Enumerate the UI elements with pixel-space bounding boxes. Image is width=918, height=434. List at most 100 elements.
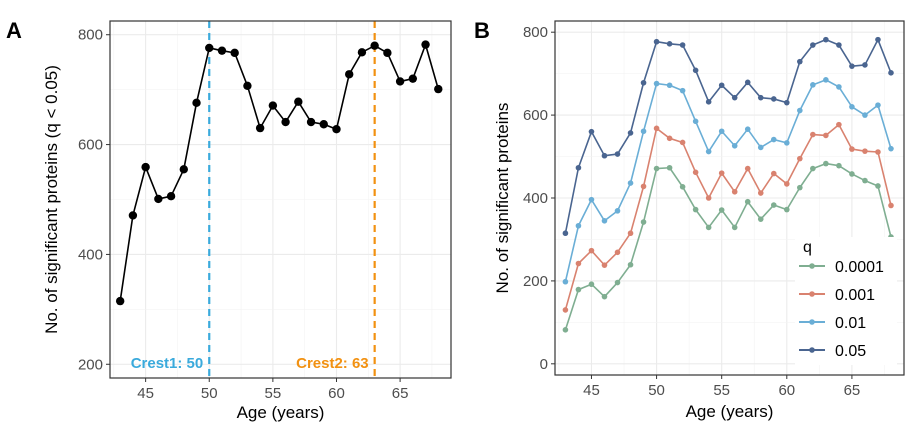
legend-background: [795, 237, 897, 365]
legend-item: 0.001: [799, 287, 875, 304]
data-point: [614, 279, 621, 286]
data-point: [666, 40, 673, 47]
data-point: [718, 170, 725, 176]
legend-key-point: [809, 347, 815, 353]
data-point: [731, 188, 738, 195]
data-point: [718, 207, 725, 213]
data-point: [562, 307, 569, 313]
data-point: [357, 48, 367, 57]
data-point: [875, 102, 881, 108]
data-point: [875, 36, 881, 43]
panel-a-series: [115, 40, 443, 306]
y-tick-label: 800: [78, 27, 103, 44]
crest-label: Crest1: 50: [131, 355, 204, 372]
data-point: [862, 148, 868, 154]
y-tick-label: 400: [523, 190, 548, 207]
legend-item: 0.01: [799, 315, 866, 332]
data-point: [692, 67, 699, 74]
data-point: [823, 132, 829, 139]
data-point: [862, 112, 868, 118]
x-tick-label: 45: [583, 382, 600, 399]
data-point: [601, 293, 608, 300]
panel-b-label: B: [474, 18, 490, 43]
panel-b-y-axis-title: No. of significant proteins: [493, 103, 512, 294]
data-point: [757, 144, 764, 151]
series-0-01: [562, 77, 894, 285]
data-point: [268, 101, 278, 110]
legend-label: 0.01: [835, 315, 866, 332]
data-point: [614, 208, 621, 214]
data-point: [141, 162, 150, 172]
series-line: [119, 43, 440, 302]
legend-item: 0.0001: [799, 259, 884, 276]
data-point: [575, 164, 582, 171]
data-point: [614, 249, 621, 256]
series-line: [564, 123, 892, 311]
data-point: [306, 117, 316, 127]
data-point: [718, 128, 725, 135]
series-0-001: [562, 121, 894, 313]
data-point: [810, 165, 816, 172]
data-point: [888, 145, 894, 152]
panel-b: B q 0.0001 0.001 0.01 0.05 45 50 55 60 65 0 200 4…: [474, 18, 905, 421]
data-point: [653, 80, 660, 87]
crest-label: Crest2: 63: [296, 355, 369, 372]
data-point: [281, 117, 290, 127]
data-point: [166, 192, 176, 201]
y-tick-label: 0: [540, 356, 548, 373]
data-point: [770, 170, 777, 177]
data-point: [731, 94, 738, 101]
panel-b-x-ticks: 45 50 55 60 65: [583, 375, 860, 399]
data-point: [810, 82, 816, 88]
panel-b-grid: [555, 21, 904, 375]
data-point: [692, 169, 699, 176]
data-point: [230, 48, 239, 58]
x-tick-label: 55: [713, 382, 730, 399]
x-tick-label: 60: [778, 382, 795, 399]
data-point: [653, 165, 660, 172]
data-point: [332, 124, 341, 134]
data-point: [601, 152, 608, 159]
data-point: [731, 224, 738, 231]
data-point: [192, 98, 201, 108]
data-point: [575, 222, 582, 229]
legend-items: 0.0001 0.001 0.01 0.05: [799, 259, 884, 360]
y-tick-label: 400: [78, 246, 103, 263]
data-point: [383, 48, 392, 58]
data-point: [679, 184, 686, 190]
data-point: [770, 136, 777, 143]
data-point: [575, 286, 582, 293]
data-point: [243, 81, 252, 91]
panel-a-y-axis-title: No. of significant proteins (q < 0.05): [42, 65, 61, 334]
x-tick-label: 55: [265, 385, 282, 402]
data-point: [810, 42, 816, 48]
data-point: [588, 196, 595, 203]
x-tick-label: 65: [392, 385, 409, 402]
x-tick-label: 65: [844, 382, 861, 399]
data-point: [744, 79, 751, 86]
panel-b-x-axis-title: Age (years): [686, 402, 774, 421]
legend-key-point: [809, 291, 815, 297]
data-point: [836, 42, 842, 48]
y-tick-label: 200: [523, 273, 548, 290]
data-point: [692, 206, 699, 213]
data-point: [666, 135, 673, 142]
data-point: [627, 261, 634, 268]
x-tick-label: 50: [201, 385, 218, 402]
data-point: [836, 162, 842, 169]
data-point: [783, 140, 790, 146]
data-point: [614, 151, 621, 157]
data-point: [640, 79, 647, 86]
series-q-0-05: [115, 40, 443, 306]
data-point: [797, 155, 803, 162]
data-point: [744, 198, 751, 205]
data-point: [370, 41, 379, 50]
panel-b-legend: q 0.0001 0.001 0.01 0.05: [795, 237, 897, 365]
panel-a-y-ticks: 200 400 600 800: [78, 27, 110, 373]
data-point: [823, 36, 829, 43]
data-point: [862, 177, 868, 184]
data-point: [154, 194, 163, 204]
data-point: [653, 38, 660, 45]
data-point: [705, 195, 712, 201]
data-point: [666, 164, 673, 171]
